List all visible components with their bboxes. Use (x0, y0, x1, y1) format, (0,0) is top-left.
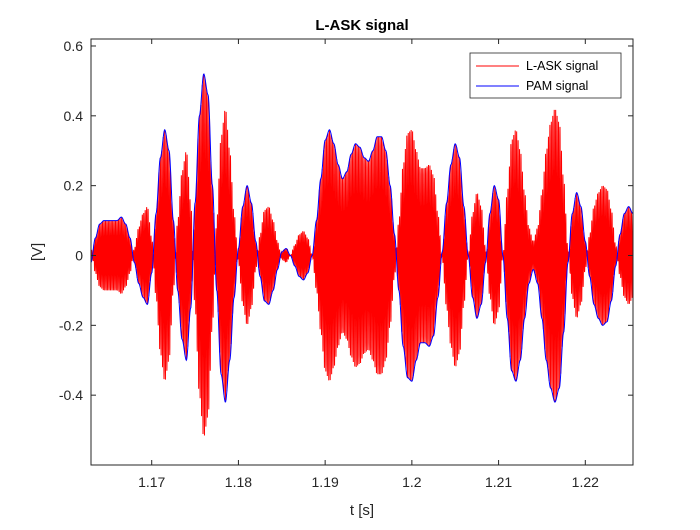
y-tick-label: 0.6 (64, 38, 84, 54)
x-tick-label: 1.2 (402, 474, 422, 490)
y-tick-label: 0.2 (64, 178, 84, 194)
series-layer (91, 73, 633, 436)
x-axis-label: t [s] (350, 502, 374, 519)
x-tick-label: 1.18 (225, 474, 252, 490)
series-pam-line (91, 73, 633, 403)
x-tick-label: 1.22 (572, 474, 599, 490)
y-axis-label: [V] (29, 243, 46, 261)
legend-label-lask: L-ASK signal (526, 59, 598, 73)
x-tick-label: 1.19 (312, 474, 339, 490)
x-tick-label: 1.21 (485, 474, 512, 490)
axes-box (90, 38, 634, 466)
chart-title: L-ASK signal (315, 17, 408, 34)
y-tick-label: -0.4 (59, 387, 83, 403)
series-lask-line (91, 73, 633, 436)
legend-box (469, 52, 622, 99)
y-tick-label: 0.4 (64, 108, 84, 124)
y-tick-label: -0.2 (59, 317, 83, 333)
legend[interactable]: L-ASK signal PAM signal (469, 52, 622, 99)
ticks-layer: 1.17 1.18 1.19 1.2 1.21 1.22 -0.4 -0.2 0 0.2 0.4 0.… (59, 38, 633, 490)
y-tick-label: 0 (75, 247, 83, 263)
legend-label-pam: PAM signal (526, 79, 588, 93)
x-tick-label: 1.17 (138, 474, 165, 490)
